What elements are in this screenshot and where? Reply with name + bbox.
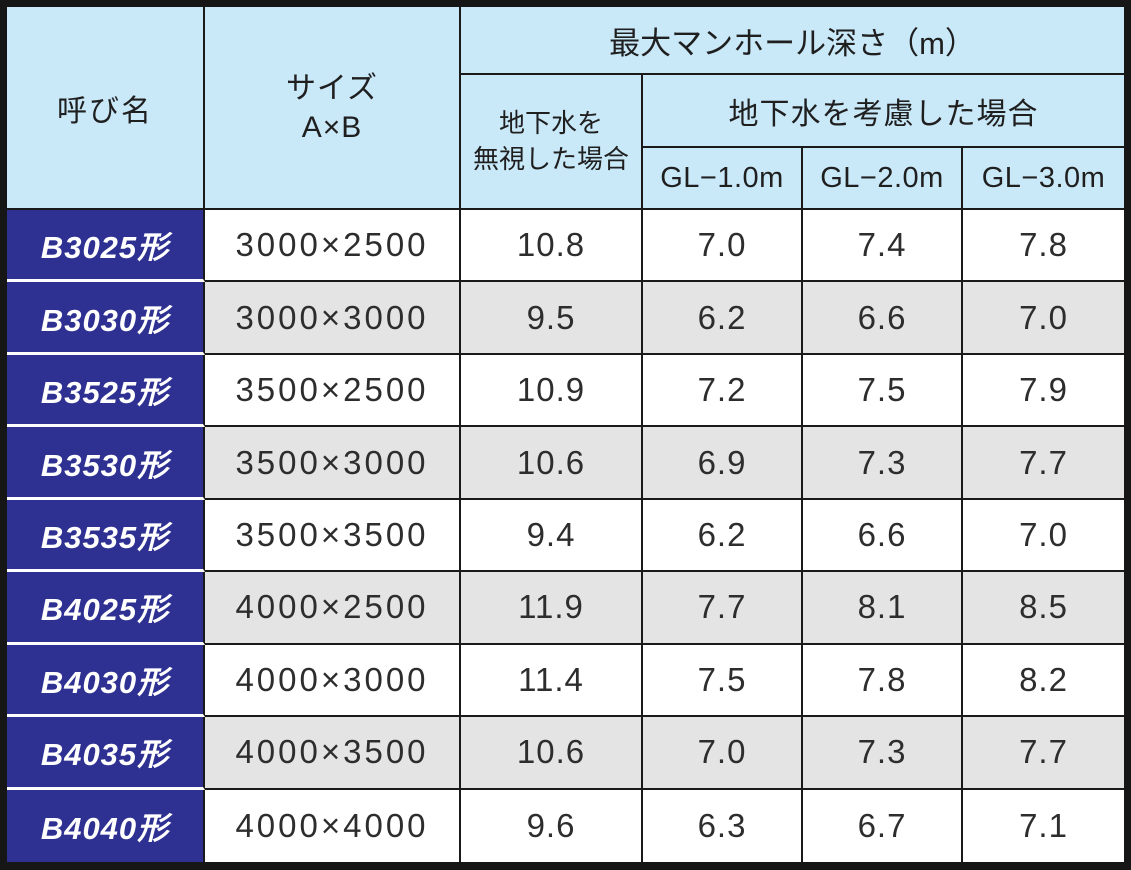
- cell-size: 3500×2500: [205, 354, 461, 428]
- cell-size: 4000×2500: [205, 572, 461, 645]
- cell-gl2: 7.3: [803, 427, 963, 500]
- cell-gl1: 6.3: [643, 789, 803, 862]
- cell-gl3: 7.7: [963, 427, 1125, 500]
- cell-depth-ignore: 11.4: [461, 644, 643, 718]
- cell-gl3: 7.0: [963, 499, 1125, 573]
- cell-gl1: 7.0: [643, 210, 803, 283]
- table-row: B3525形 3500×2500 10.9 7.2 7.5 7.9: [7, 354, 1125, 428]
- cell-size: 3500×3000: [205, 427, 461, 500]
- table-header: 呼び名 サイズ A×B 最大マンホール深さ（m） 地下水を 無視した場合 地下水…: [7, 7, 1125, 210]
- header-size: サイズ A×B: [205, 7, 461, 210]
- cell-depth-ignore: 10.8: [461, 210, 643, 283]
- cell-gl3: 7.7: [963, 717, 1125, 790]
- cell-gl3: 7.0: [963, 282, 1125, 355]
- header-gl-1: GL−1.0m: [643, 148, 803, 210]
- cell-depth-ignore: 9.4: [461, 499, 643, 573]
- header-ignore-line1: 地下水を: [498, 108, 603, 139]
- cell-gl1: 6.2: [643, 499, 803, 573]
- header-size-line1: サイズ: [285, 71, 379, 105]
- table-row: B3025形 3000×2500 10.8 7.0 7.4 7.8: [7, 210, 1125, 283]
- cell-size: 4000×3500: [205, 717, 461, 790]
- header-ignore-line2: 無視した場合: [472, 143, 629, 174]
- cell-name: B4030形: [7, 644, 205, 718]
- spec-table: 呼び名 サイズ A×B 最大マンホール深さ（m） 地下水を 無視した場合 地下水…: [7, 7, 1125, 862]
- cell-name: B4035形: [7, 717, 205, 790]
- cell-depth-ignore: 11.9: [461, 572, 643, 645]
- cell-name: B3025形: [7, 210, 205, 283]
- table-row: B3530形 3500×3000 10.6 6.9 7.3 7.7: [7, 427, 1125, 500]
- cell-size: 3000×3000: [205, 282, 461, 355]
- cell-gl2: 7.5: [803, 354, 963, 428]
- cell-gl3: 7.8: [963, 210, 1125, 283]
- header-name: 呼び名: [7, 7, 205, 210]
- cell-depth-ignore: 10.6: [461, 717, 643, 790]
- header-depth-title: 最大マンホール深さ（m）: [461, 7, 1125, 75]
- cell-depth-ignore: 9.5: [461, 282, 643, 355]
- cell-gl2: 7.3: [803, 717, 963, 790]
- cell-depth-ignore: 10.9: [461, 354, 643, 428]
- cell-name: B4040形: [7, 789, 205, 862]
- cell-gl1: 6.2: [643, 282, 803, 355]
- cell-gl3: 8.2: [963, 644, 1125, 718]
- cell-gl2: 8.1: [803, 572, 963, 645]
- table-row: B3535形 3500×3500 9.4 6.2 6.6 7.0: [7, 499, 1125, 573]
- cell-size: 3000×2500: [205, 210, 461, 283]
- cell-size: 4000×3000: [205, 644, 461, 718]
- header-consider-groundwater: 地下水を考慮した場合: [643, 75, 1125, 148]
- header-size-line2: A×B: [301, 110, 363, 144]
- header-gl-3: GL−3.0m: [963, 148, 1125, 210]
- cell-gl3: 8.5: [963, 572, 1125, 645]
- cell-size: 3500×3500: [205, 499, 461, 573]
- cell-gl2: 7.8: [803, 644, 963, 718]
- cell-gl3: 7.1: [963, 789, 1125, 862]
- cell-gl1: 7.2: [643, 354, 803, 428]
- header-ignore-groundwater: 地下水を 無視した場合: [461, 75, 643, 210]
- table-row: B4030形 4000×3000 11.4 7.5 7.8 8.2: [7, 644, 1125, 718]
- header-gl-2: GL−2.0m: [803, 148, 963, 210]
- cell-name: B3535形: [7, 499, 205, 573]
- cell-name: B3530形: [7, 427, 205, 500]
- cell-name: B3030形: [7, 282, 205, 355]
- cell-size: 4000×4000: [205, 789, 461, 862]
- cell-gl2: 6.6: [803, 499, 963, 573]
- cell-gl2: 6.7: [803, 789, 963, 862]
- cell-gl1: 6.9: [643, 427, 803, 500]
- cell-gl2: 7.4: [803, 210, 963, 283]
- table-row: B4040形 4000×4000 9.6 6.3 6.7 7.1: [7, 789, 1125, 862]
- table-row: B4025形 4000×2500 11.9 7.7 8.1 8.5: [7, 572, 1125, 645]
- cell-name: B4025形: [7, 572, 205, 645]
- cell-depth-ignore: 9.6: [461, 789, 643, 862]
- table-row: B4035形 4000×3500 10.6 7.0 7.3 7.7: [7, 717, 1125, 790]
- table-body: B3025形 3000×2500 10.8 7.0 7.4 7.8 B3030形…: [7, 210, 1125, 862]
- table-row: B3030形 3000×3000 9.5 6.2 6.6 7.0: [7, 282, 1125, 355]
- cell-gl3: 7.9: [963, 354, 1125, 428]
- cell-gl1: 7.7: [643, 572, 803, 645]
- cell-gl2: 6.6: [803, 282, 963, 355]
- cell-gl1: 7.0: [643, 717, 803, 790]
- cell-gl1: 7.5: [643, 644, 803, 718]
- cell-name: B3525形: [7, 354, 205, 428]
- cell-depth-ignore: 10.6: [461, 427, 643, 500]
